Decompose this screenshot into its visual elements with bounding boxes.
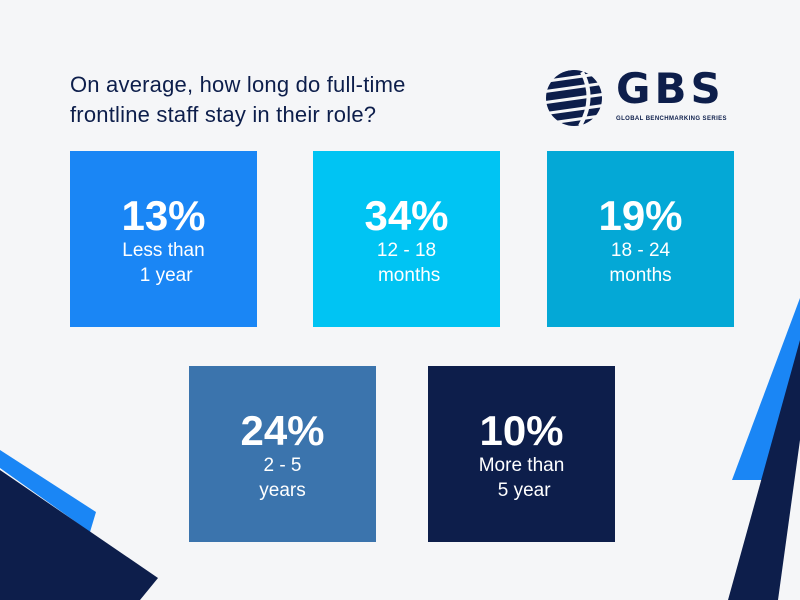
stat-percentage: 10% — [479, 407, 564, 454]
globe-icon — [546, 70, 602, 127]
stat-percentage: 24% — [240, 407, 325, 454]
stat-tile-2-5-years: 24% 2 - 5 years — [189, 366, 376, 542]
stat-label: More than 5 year — [478, 455, 565, 501]
title-line-1: On average, how long do full-time — [70, 72, 406, 97]
stripe-left-navy — [0, 470, 158, 600]
page-title: On average, how long do full-time frontl… — [70, 70, 530, 130]
gbs-logo: GBS GLOBAL BENCHMARKING SERIES — [544, 64, 754, 128]
stat-tile-18-24-months: 19% 18 - 24 months — [547, 151, 734, 327]
stat-label: Less than 1 year — [122, 240, 205, 286]
logo-wordmark: GBS — [616, 64, 725, 113]
stat-label: 18 - 24 months — [609, 240, 672, 286]
stripe-right-blue — [732, 298, 800, 480]
stripe-left-blue — [0, 450, 96, 532]
stat-percentage: 34% — [364, 192, 449, 239]
stat-tile-more-than-5-year: 10% More than 5 year — [428, 366, 615, 542]
stat-tile-12-18-months: 34% 12 - 18 months — [313, 151, 500, 327]
stripe-right-navy — [728, 340, 800, 600]
logo-subtitle: GLOBAL BENCHMARKING SERIES — [616, 116, 727, 122]
stat-label: 2 - 5 years — [259, 455, 306, 501]
stat-percentage: 13% — [121, 192, 206, 239]
stat-percentage: 19% — [598, 192, 683, 239]
stat-tile-less-than-1-year: 13% Less than 1 year — [70, 151, 257, 327]
stat-label: 12 - 18 months — [376, 240, 441, 286]
title-line-2: frontline staff stay in their role? — [70, 102, 377, 127]
